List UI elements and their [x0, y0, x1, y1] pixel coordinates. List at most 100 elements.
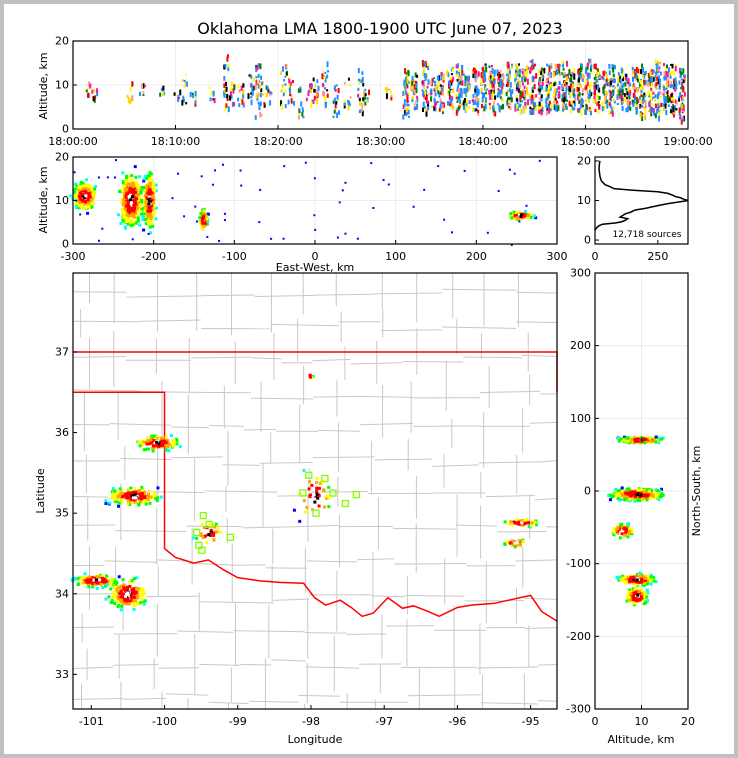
- source-mark: [552, 71, 555, 78]
- source-mark: [562, 102, 565, 105]
- source-mark: [616, 531, 620, 535]
- source-mark: [626, 535, 630, 539]
- source-mark: [241, 99, 244, 105]
- source-mark: [177, 172, 180, 175]
- county-line: [191, 356, 251, 359]
- source-mark: [137, 489, 141, 493]
- county-line: [240, 663, 272, 666]
- source-mark: [132, 589, 136, 593]
- source-mark: [118, 189, 122, 193]
- y-tick-label: 20: [55, 151, 69, 164]
- source-mark: [437, 77, 440, 84]
- source-mark: [132, 209, 136, 213]
- source-mark: [608, 109, 611, 115]
- source-mark: [532, 100, 535, 107]
- source-mark: [138, 444, 142, 448]
- source-mark: [627, 488, 631, 492]
- source-mark: [617, 77, 620, 84]
- source-mark: [631, 587, 635, 591]
- source-mark: [131, 592, 135, 596]
- source-mark: [122, 586, 126, 590]
- source-mark: [663, 95, 666, 101]
- source-mark: [540, 67, 543, 71]
- county-line: [259, 461, 313, 464]
- source-mark: [415, 100, 418, 104]
- source-mark: [532, 520, 536, 524]
- source-mark: [554, 81, 557, 86]
- source-mark: [638, 84, 641, 87]
- source-mark: [526, 216, 530, 220]
- y-tick-label: 20: [55, 35, 69, 48]
- y-tick-label: 300: [570, 267, 591, 280]
- source-mark: [194, 102, 197, 107]
- source-mark: [133, 493, 137, 497]
- county-line: [478, 461, 539, 464]
- source-mark: [570, 76, 573, 83]
- source-mark: [633, 601, 637, 605]
- source-mark: [593, 90, 596, 96]
- source-mark: [201, 222, 205, 226]
- source-mark: [616, 527, 620, 531]
- source-mark: [123, 201, 127, 205]
- source-mark: [166, 444, 170, 448]
- source-mark: [465, 88, 468, 93]
- source-mark: [326, 93, 329, 98]
- source-mark: [527, 99, 530, 106]
- source-mark: [372, 206, 375, 209]
- source-mark: [569, 74, 572, 77]
- source-mark: [91, 578, 95, 582]
- county-line: [407, 694, 481, 697]
- source-mark: [150, 191, 154, 195]
- source-mark: [494, 95, 497, 100]
- source-mark: [514, 78, 517, 82]
- source-mark: [87, 188, 91, 192]
- source-mark: [129, 599, 133, 603]
- source-mark: [639, 493, 643, 497]
- source-mark: [605, 74, 608, 79]
- source-mark: [227, 67, 230, 72]
- source-mark: [199, 212, 203, 216]
- source-mark: [523, 90, 526, 97]
- source-mark: [586, 90, 589, 94]
- source-mark: [321, 73, 324, 79]
- source-mark: [499, 69, 502, 73]
- source-mark: [357, 78, 360, 82]
- source-mark: [625, 599, 629, 603]
- source-mark: [259, 111, 262, 118]
- source-mark: [581, 73, 584, 79]
- lma-station-marker: [193, 528, 201, 537]
- source-mark: [125, 218, 129, 222]
- source-mark: [634, 95, 637, 101]
- source-mark: [656, 106, 659, 112]
- source-mark: [224, 88, 227, 93]
- source-mark: [284, 89, 287, 94]
- source-mark: [149, 231, 153, 235]
- source-mark: [452, 76, 455, 81]
- source-mark: [647, 436, 651, 440]
- source-mark: [558, 80, 561, 85]
- source-mark: [620, 489, 624, 493]
- source-mark: [492, 87, 495, 91]
- source-mark: [127, 175, 131, 179]
- source-mark: [491, 68, 494, 75]
- source-mark: [93, 187, 97, 191]
- source-mark: [86, 582, 90, 586]
- source-mark: [619, 78, 622, 84]
- source-mark: [489, 106, 492, 111]
- source-mark: [250, 75, 253, 79]
- source-mark: [633, 499, 637, 503]
- source-mark: [147, 197, 151, 201]
- source-mark: [86, 87, 89, 91]
- source-mark: [194, 90, 197, 97]
- source-mark: [651, 494, 655, 498]
- source-mark: [522, 216, 526, 220]
- source-mark: [491, 80, 494, 86]
- source-mark: [565, 82, 568, 85]
- source-mark: [243, 102, 246, 107]
- source-mark: [481, 66, 484, 72]
- source-mark: [510, 523, 514, 527]
- source-mark: [573, 74, 576, 80]
- source-mark: [541, 71, 544, 76]
- source-mark: [84, 191, 88, 195]
- source-mark: [538, 109, 541, 115]
